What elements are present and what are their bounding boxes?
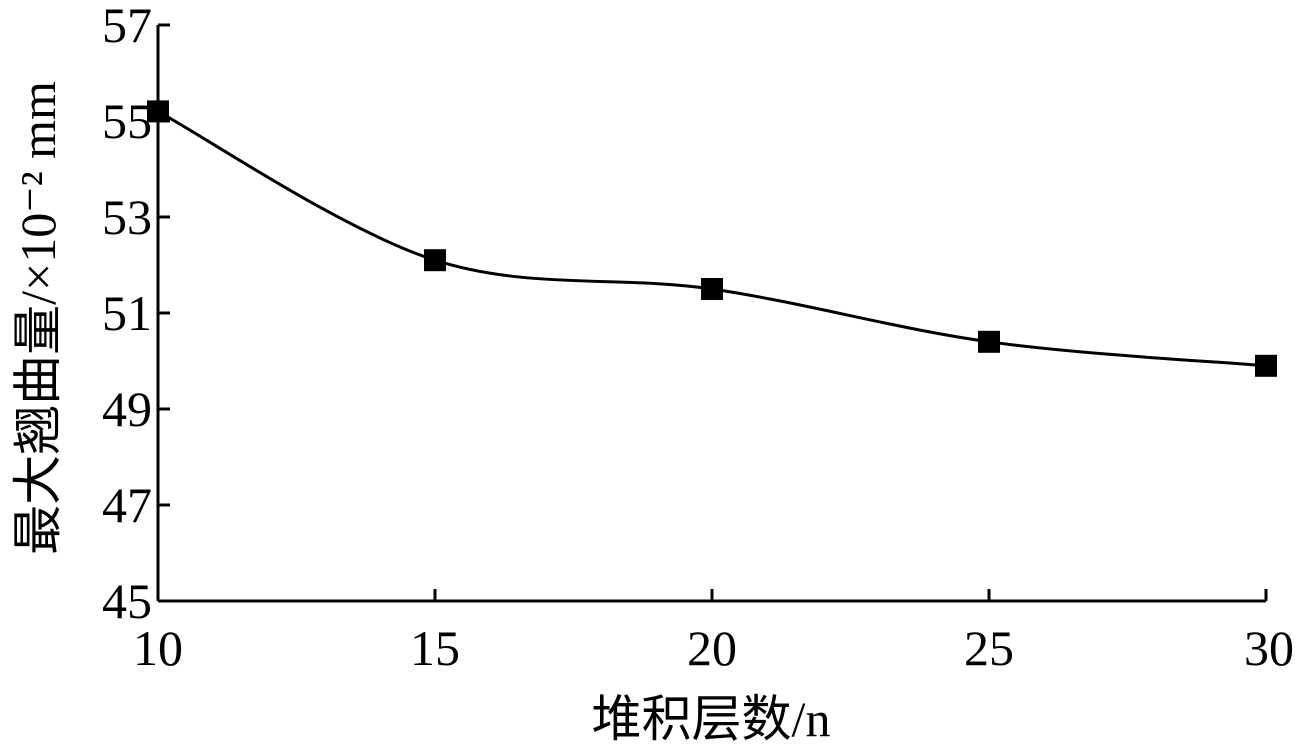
- y-tick-label: 47: [102, 477, 152, 533]
- y-tick-label: 51: [102, 285, 152, 341]
- data-point-marker: [147, 100, 169, 123]
- x-tick-label: 30: [1244, 620, 1294, 676]
- x-tick-label: 25: [964, 620, 1014, 676]
- series-line: [157, 110, 1267, 368]
- data-point-marker: [1255, 354, 1277, 377]
- x-axis-title: 堆积层数/n: [592, 691, 831, 747]
- y-tick-label: 53: [102, 189, 152, 245]
- y-tick-label: 57: [102, 0, 152, 53]
- y-tick-label: 49: [102, 381, 152, 437]
- y-axis-ticks: 45 47 49 51 53 55 57: [102, 0, 170, 629]
- data-point-marker: [424, 249, 446, 272]
- data-point-marker: [978, 330, 1000, 353]
- x-tick-label: 10: [133, 620, 183, 676]
- y-tick-label: 55: [102, 93, 152, 149]
- y-tick-label: 45: [102, 573, 152, 629]
- data-point-marker: [701, 278, 723, 300]
- axes: [156, 25, 1266, 603]
- series-group: [147, 100, 1277, 377]
- x-tick-label: 20: [687, 620, 737, 676]
- x-tick-label: 15: [410, 620, 460, 676]
- x-axis-ticks: 10 15 20 25 30: [133, 589, 1294, 676]
- y-axis-title: 最大翘曲量/×10⁻² mm: [10, 81, 66, 555]
